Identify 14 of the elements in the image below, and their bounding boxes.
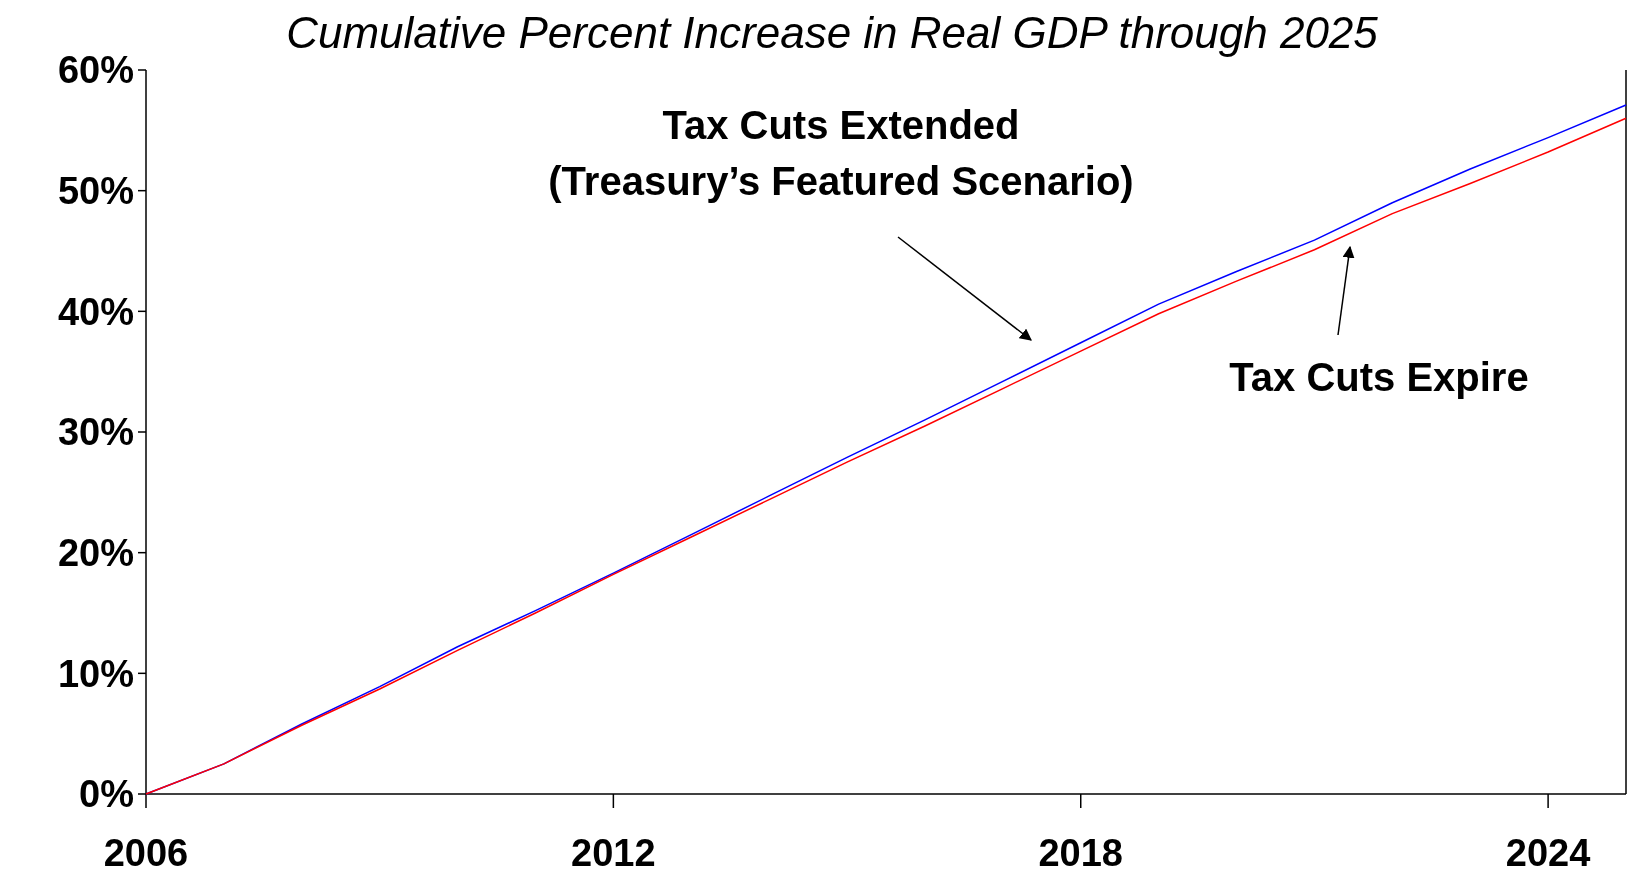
annotation: Tax Cuts Expire	[1229, 355, 1529, 399]
chart-title: Cumulative Percent Increase in Real GDP through 2025	[286, 8, 1379, 57]
x-tick-label: 2012	[571, 832, 656, 874]
y-tick-label: 40%	[57, 290, 134, 333]
y-tick-label: 0%	[79, 773, 134, 816]
y-tick-label: 20%	[57, 531, 134, 574]
y-tick-label: 50%	[57, 169, 134, 212]
y-tick-label: 10%	[57, 652, 134, 695]
x-tick-label: 2006	[103, 832, 189, 874]
x-tick-label: 2024	[1505, 832, 1591, 874]
y-tick-label: 60%	[57, 49, 134, 92]
x-tick-label: 2018	[1038, 832, 1124, 874]
annotation: Tax Cuts Extended (Treasury’s Featured Scenario)	[548, 103, 1134, 203]
y-tick-label: 30%	[57, 411, 134, 454]
